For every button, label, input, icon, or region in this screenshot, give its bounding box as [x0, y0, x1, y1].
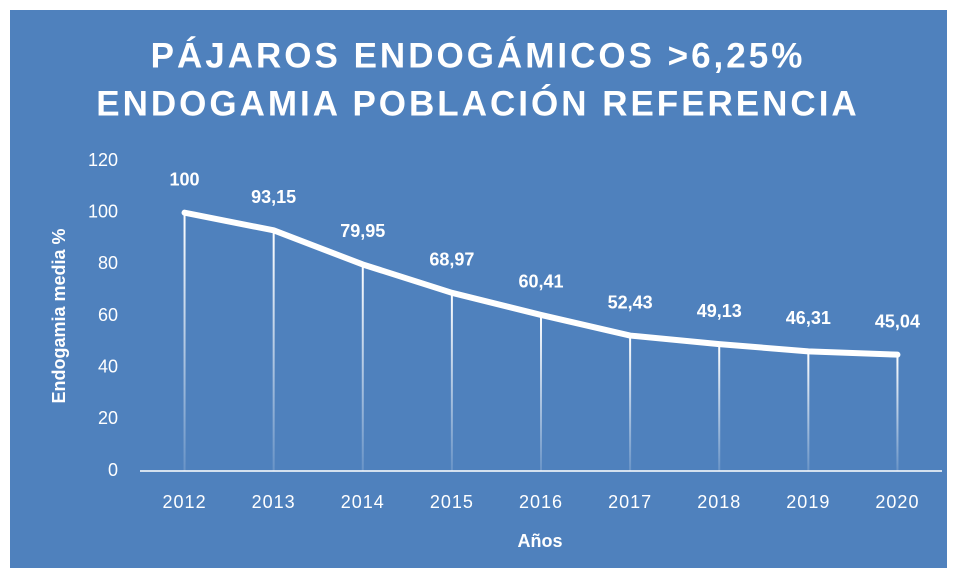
x-tick-label: 2016	[519, 492, 563, 512]
drop-line	[807, 351, 810, 471]
chart-background	[10, 10, 947, 568]
y-tick-label: 0	[108, 460, 118, 480]
x-tick-label: 2018	[697, 492, 741, 512]
data-label: 52,43	[608, 292, 653, 312]
y-axis-label: Endogamia media %	[49, 228, 69, 403]
drop-line	[183, 212, 186, 471]
drop-line	[718, 344, 721, 471]
x-tick-label: 2017	[608, 492, 652, 512]
data-label: 45,04	[875, 311, 920, 331]
x-tick-label: 2019	[786, 492, 830, 512]
y-tick-label: 120	[88, 150, 118, 170]
data-label: 60,41	[518, 272, 563, 292]
x-tick-label: 2013	[252, 492, 296, 512]
data-label: 49,13	[697, 301, 742, 321]
drop-line	[540, 314, 542, 471]
data-label: 79,95	[340, 221, 385, 241]
data-label: 46,31	[786, 308, 831, 328]
data-label: 100	[170, 169, 200, 189]
chart-title: ENDOGAMIA POBLACIÓN REFERENCIA	[96, 83, 859, 123]
y-tick-label: 20	[98, 408, 118, 428]
data-label: 68,97	[429, 250, 474, 270]
x-tick-label: 2012	[163, 492, 207, 512]
x-axis-label: Años	[518, 531, 563, 551]
chart-title: PÁJAROS ENDOGÁMICOS >6,25%	[151, 35, 806, 75]
data-line	[181, 209, 901, 358]
y-tick-label: 100	[88, 201, 118, 221]
y-tick-label: 80	[98, 253, 118, 273]
drop-line	[896, 354, 899, 471]
x-tick-label: 2014	[341, 492, 385, 512]
drop-line	[450, 292, 453, 471]
data-label: 93,15	[251, 187, 296, 207]
x-tick-label: 2015	[430, 492, 474, 512]
y-tick-label: 40	[98, 356, 118, 376]
drop-line	[629, 335, 632, 471]
drop-line	[361, 264, 364, 471]
drop-line	[272, 230, 275, 471]
y-tick-label: 60	[98, 305, 118, 325]
x-tick-label: 2020	[875, 492, 919, 512]
